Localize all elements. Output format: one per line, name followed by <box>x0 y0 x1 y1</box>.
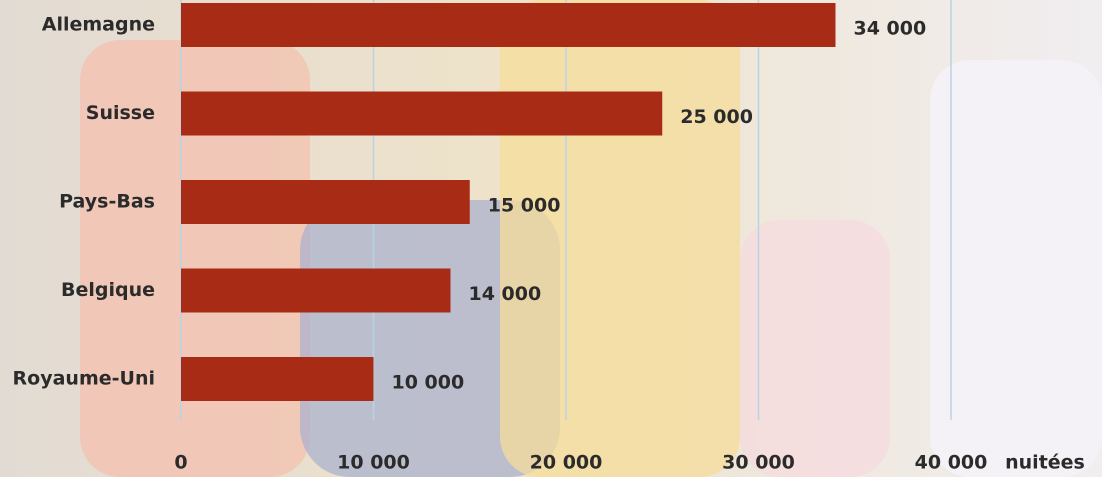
y-tick-label: Allemagne <box>42 14 155 36</box>
x-tick-label: 10 000 <box>337 452 410 474</box>
y-tick-label: Belgique <box>61 279 155 301</box>
bar <box>181 3 836 47</box>
background-photo <box>0 0 1102 477</box>
x-tick-label: 30 000 <box>722 452 795 474</box>
x-tick-label: 20 000 <box>530 452 603 474</box>
x-tick-label: 40 000 <box>915 452 988 474</box>
value-label: 10 000 <box>392 372 465 394</box>
value-label: 25 000 <box>680 106 753 128</box>
value-label: 34 000 <box>854 18 927 40</box>
bar <box>181 357 374 401</box>
chart: nuitées Allemagne 34 000 Suisse 25 000 Pays-… <box>0 0 1102 477</box>
y-tick-label: Royaume-Uni <box>13 368 155 390</box>
value-label: 15 000 <box>488 195 561 217</box>
value-label: 14 000 <box>469 283 542 305</box>
y-tick-label: Pays-Bas <box>59 191 155 213</box>
bar <box>181 269 451 313</box>
x-tick-label: 0 <box>174 452 187 474</box>
y-tick-label: Suisse <box>86 102 155 124</box>
bar <box>181 92 662 136</box>
x-axis-label: nuitées <box>1005 452 1085 474</box>
bar <box>181 180 470 224</box>
